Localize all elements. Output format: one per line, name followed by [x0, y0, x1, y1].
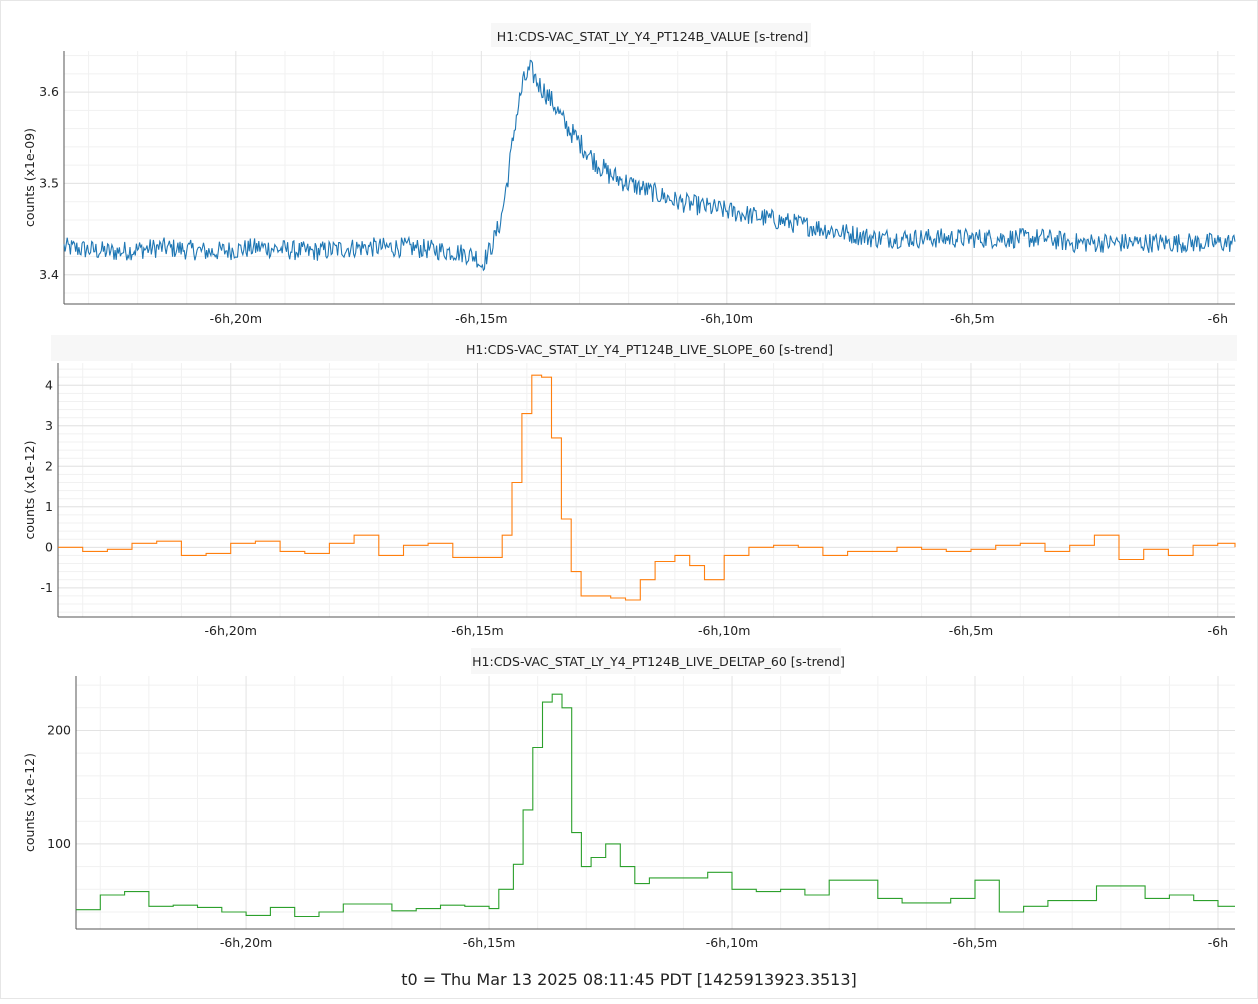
x-tick-label: -6h,5m	[950, 311, 995, 326]
x-tick-label: -6h	[1208, 935, 1228, 950]
y-tick-label: 3	[45, 418, 53, 433]
y-tick-label: 3.6	[39, 84, 59, 99]
data-series-line	[58, 374, 1236, 601]
title-background	[471, 648, 841, 674]
x-tick-label: -6h,15m	[455, 311, 507, 326]
title-background	[51, 335, 1237, 361]
y-tick-label: 0	[45, 539, 53, 554]
y-tick-label: 4	[45, 377, 53, 392]
panel-title: H1:CDS-VAC_STAT_LY_Y4_PT124B_LIVE_SLOPE_…	[466, 342, 833, 357]
x-tick-label: -6h,15m	[451, 623, 503, 638]
y-axis-label: counts (x1e-09)	[22, 128, 37, 227]
x-tick-label: -6h,10m	[701, 311, 753, 326]
x-tick-label: -6h	[1208, 623, 1228, 638]
y-tick-label: -1	[41, 580, 53, 595]
panel-2: H1:CDS-VAC_STAT_LY_Y4_PT124B_LIVE_SLOPE_…	[22, 335, 1237, 638]
x-tick-label: -6h,20m	[220, 935, 272, 950]
x-tick-label: -6h,10m	[706, 935, 758, 950]
y-tick-label: 200	[47, 722, 71, 737]
y-axis-label: counts (x1e-12)	[22, 753, 37, 852]
x-tick-label: -6h,20m	[204, 623, 256, 638]
time-reference-footer: t0 = Thu Mar 13 2025 08:11:45 PDT [14259…	[401, 970, 857, 989]
title-background	[491, 23, 811, 47]
y-tick-label: 2	[45, 458, 53, 473]
x-tick-label: -6h,5m	[949, 623, 994, 638]
y-axis-label: counts (x1e-12)	[22, 441, 37, 540]
x-tick-label: -6h,5m	[953, 935, 998, 950]
x-tick-label: -6h,10m	[698, 623, 750, 638]
panel-title: H1:CDS-VAC_STAT_LY_Y4_PT124B_VALUE [s-tr…	[497, 29, 808, 44]
panel-1: H1:CDS-VAC_STAT_LY_Y4_PT124B_VALUE [s-tr…	[22, 23, 1236, 326]
panel-3: H1:CDS-VAC_STAT_LY_Y4_PT124B_LIVE_DELTAP…	[22, 648, 1235, 950]
y-tick-label: 3.5	[39, 175, 59, 190]
y-tick-label: 3.4	[39, 267, 59, 282]
data-series-line	[63, 59, 1236, 272]
y-tick-label: 1	[45, 499, 53, 514]
panel-title: H1:CDS-VAC_STAT_LY_Y4_PT124B_LIVE_DELTAP…	[472, 654, 845, 669]
y-tick-label: 100	[47, 836, 71, 851]
x-tick-label: -6h,20m	[210, 311, 262, 326]
data-series-line	[76, 693, 1235, 918]
x-tick-label: -6h	[1208, 311, 1228, 326]
x-tick-label: -6h,15m	[463, 935, 515, 950]
